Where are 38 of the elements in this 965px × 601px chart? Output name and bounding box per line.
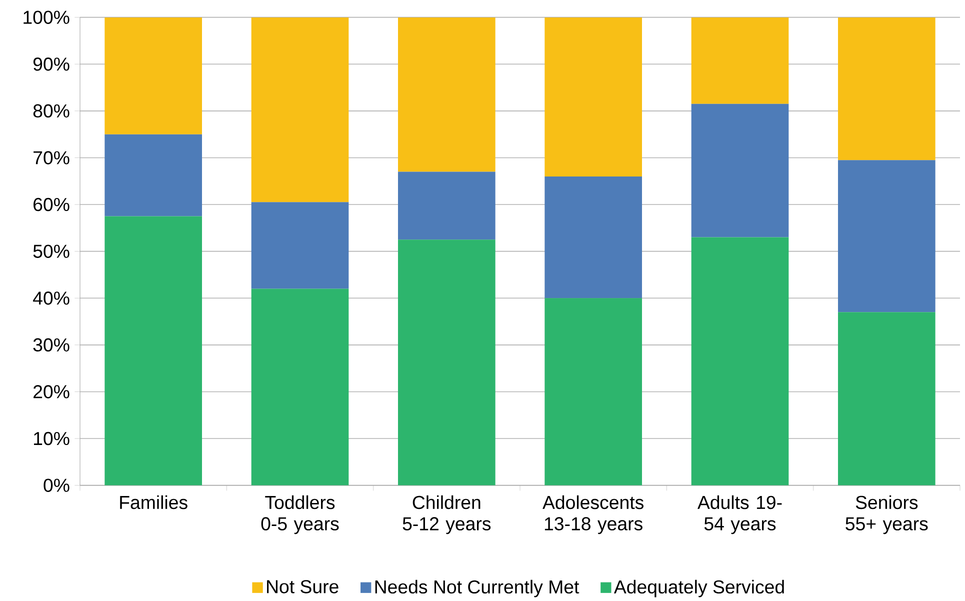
y-tick-label: 0% bbox=[44, 478, 70, 492]
bar bbox=[251, 17, 349, 202]
legend-label: Needs Not Currently Met bbox=[375, 580, 580, 598]
x-tick-label: Children 5-12 years bbox=[402, 496, 491, 534]
y-tick-label: 80% bbox=[33, 104, 70, 118]
legend-label: Adequately Serviced bbox=[614, 580, 784, 598]
bar bbox=[104, 17, 202, 134]
bar bbox=[544, 176, 642, 298]
y-tick-label: 10% bbox=[34, 432, 70, 446]
bar bbox=[838, 160, 936, 312]
bar bbox=[251, 202, 349, 289]
y-tick-label: 90% bbox=[33, 58, 70, 71]
y-tick-label: 50% bbox=[33, 244, 70, 258]
x-tick-label: Adolescents 13-18 years bbox=[542, 496, 644, 534]
legend-label: Not Sure bbox=[267, 580, 338, 594]
y-tick-label: 20% bbox=[34, 385, 70, 398]
bar bbox=[544, 17, 642, 177]
x-tick-label: Families bbox=[120, 496, 188, 510]
bar bbox=[251, 288, 349, 486]
bar bbox=[104, 134, 202, 216]
y-tick-label: 100% bbox=[24, 10, 70, 24]
x-tick-label: Adults 19-54 years bbox=[698, 496, 782, 534]
y-tick-label: 40% bbox=[33, 292, 70, 305]
bar bbox=[398, 172, 496, 240]
x-tick-label: Toddlers 0-5 years bbox=[261, 496, 339, 534]
bar bbox=[838, 17, 936, 160]
y-tick-label: 60% bbox=[34, 198, 70, 212]
y-tick-label: 70% bbox=[34, 151, 70, 164]
bar bbox=[838, 312, 936, 486]
bar bbox=[398, 240, 496, 486]
bar bbox=[398, 17, 496, 172]
bar bbox=[691, 237, 789, 486]
bar bbox=[691, 104, 789, 238]
x-tick-label: Seniors 55+ years bbox=[846, 496, 928, 534]
bar bbox=[691, 17, 789, 104]
bar bbox=[104, 216, 202, 486]
bar bbox=[544, 298, 642, 486]
y-tick-label: 30% bbox=[33, 338, 70, 352]
